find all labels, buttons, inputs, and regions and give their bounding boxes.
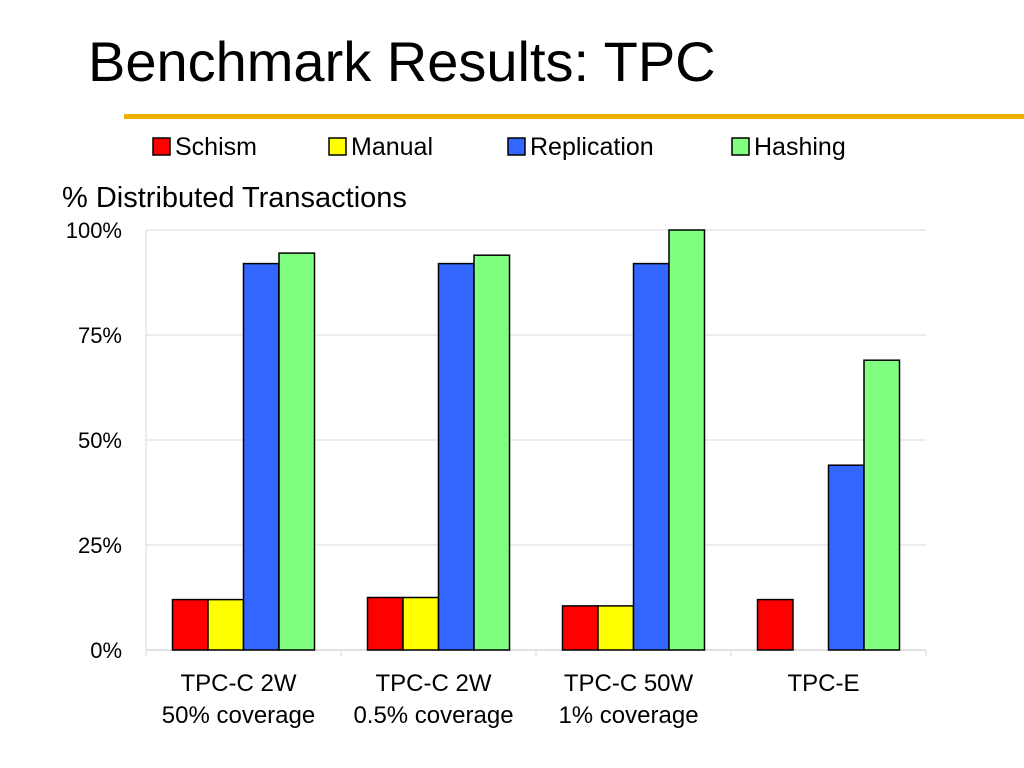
bar-schism-0 (171, 598, 209, 651)
bar-schism-1 (366, 596, 404, 651)
slide-title: Benchmark Results: TPC (88, 30, 716, 93)
legend-label-schism: Schism (175, 133, 257, 161)
chart-legend: Schism Manual Replication Hashing (152, 133, 846, 161)
x-category-label: TPC-C 2W (376, 670, 492, 697)
bar-replication-1 (437, 262, 475, 651)
x-category-label: 0.5% coverage (353, 702, 513, 729)
x-category-label: 50% coverage (162, 702, 315, 729)
y-tick-label: 50% (78, 428, 122, 453)
bar-manual-0 (207, 598, 245, 651)
chart-bars (171, 229, 901, 651)
legend-label-manual: Manual (351, 133, 433, 161)
bar-replication-2 (632, 262, 670, 651)
chart-title: % Distributed Transactions (62, 182, 407, 214)
bar-hashing-1 (473, 254, 511, 651)
x-axis-category-labels: TPC-C 2W 50% coverage TPC-C 2W 0.5% coverag… (162, 670, 860, 729)
bar-hashing-0 (278, 252, 316, 651)
legend-label-hashing: Hashing (754, 133, 846, 161)
legend-swatch-hashing (731, 137, 750, 156)
x-category-label: 1% coverage (558, 702, 698, 729)
bar-schism-3 (756, 598, 794, 651)
title-rule (124, 114, 1024, 119)
bar-manual-1 (402, 596, 440, 651)
x-category-label: TPC-C 50W (564, 670, 694, 697)
y-axis-tick-labels: 0% 25% 50% 75% 100% (66, 218, 122, 663)
legend-swatch-schism (152, 137, 171, 156)
bar-manual-2 (597, 605, 635, 651)
y-tick-label: 0% (90, 638, 122, 663)
y-tick-label: 100% (66, 218, 122, 243)
bar-hashing-2 (668, 229, 706, 651)
legend-swatch-manual (328, 137, 347, 156)
legend-swatch-replication (507, 137, 526, 156)
legend-label-replication: Replication (530, 133, 654, 161)
y-tick-label: 75% (78, 323, 122, 348)
bar-schism-2 (561, 605, 599, 651)
x-category-label: TPC-C 2W (181, 670, 297, 697)
bar-replication-0 (242, 262, 280, 651)
x-category-label: TPC-E (788, 670, 860, 697)
y-tick-label: 25% (78, 533, 122, 558)
bar-replication-3 (827, 464, 865, 651)
bar-hashing-3 (863, 359, 901, 651)
